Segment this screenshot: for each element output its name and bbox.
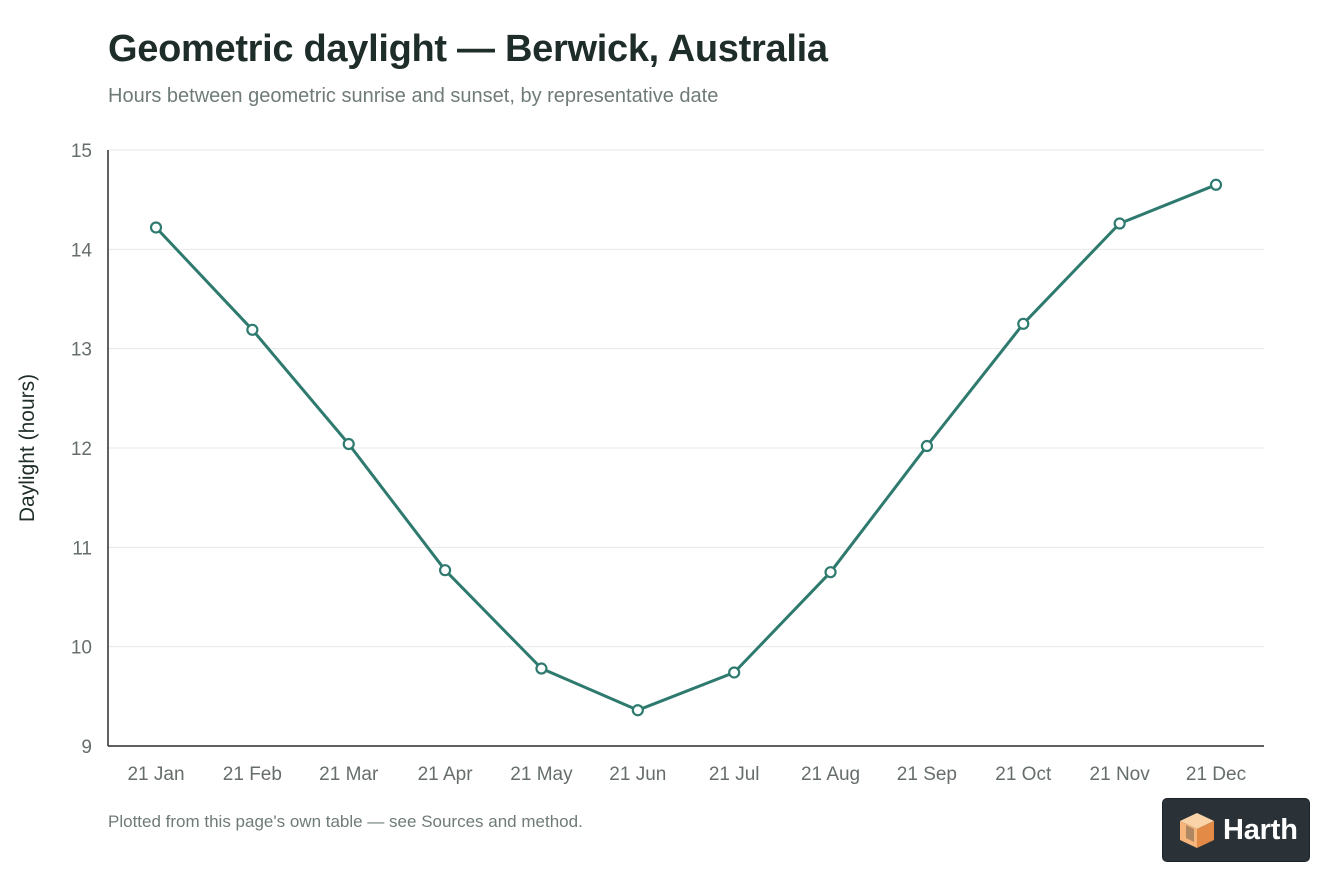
x-tick-label: 21 Jun bbox=[609, 764, 666, 785]
data-point[interactable] bbox=[631, 704, 644, 717]
y-tick-label: 13 bbox=[71, 340, 92, 361]
chart-subtitle: Hours between geometric sunrise and suns… bbox=[108, 85, 719, 107]
x-tick-label: 21 Oct bbox=[995, 764, 1052, 785]
data-point[interactable] bbox=[342, 437, 355, 451]
y-tick-label: 12 bbox=[71, 439, 92, 460]
data-point[interactable] bbox=[728, 666, 741, 679]
x-tick-label: 21 Sep bbox=[897, 764, 957, 785]
data-point[interactable] bbox=[824, 566, 837, 579]
x-tick-label: 21 Dec bbox=[1186, 764, 1246, 785]
x-tick-labels: 21 Jan 21 Feb 21 Mar 21 Apr 21 May 21 Jun 21 J… bbox=[127, 764, 1246, 785]
y-axis-title: Daylight (hours) bbox=[16, 374, 39, 522]
footnote: Plotted from this page's own table — see… bbox=[108, 812, 583, 831]
data-point[interactable] bbox=[1113, 217, 1126, 230]
x-tick-label: 21 Feb bbox=[223, 764, 282, 785]
x-tick-label: 21 Nov bbox=[1090, 764, 1151, 785]
cube-logo-icon bbox=[1180, 813, 1214, 848]
x-tick-label: 21 May bbox=[510, 764, 573, 785]
y-tick-label: 15 bbox=[71, 141, 92, 162]
y-tick-labels: 9 10 11 12 13 14 15 bbox=[71, 141, 93, 758]
x-tick-label: 21 Apr bbox=[418, 764, 474, 785]
data-point[interactable] bbox=[535, 662, 548, 675]
data-point[interactable] bbox=[149, 221, 163, 234]
brand-name: Harth bbox=[1223, 813, 1298, 846]
axes bbox=[107, 150, 1264, 747]
data-point[interactable] bbox=[1017, 317, 1030, 330]
y-tick-label: 14 bbox=[71, 240, 93, 261]
data-point[interactable] bbox=[438, 564, 452, 577]
series-line bbox=[154, 183, 1218, 712]
data-point[interactable] bbox=[246, 323, 259, 336]
x-tick-label: 21 Mar bbox=[319, 764, 379, 785]
x-tick-label: 21 Jul bbox=[709, 764, 760, 785]
y-tick-label: 9 bbox=[81, 737, 92, 758]
y-tick-label: 10 bbox=[71, 638, 92, 659]
brand-badge[interactable]: Harth bbox=[1162, 798, 1310, 862]
gridlines bbox=[108, 149, 1264, 648]
chart-title: Geometric daylight — Berwick, Australia bbox=[108, 28, 828, 70]
data-point[interactable] bbox=[920, 439, 934, 453]
x-tick-label: 21 Aug bbox=[801, 764, 860, 785]
y-tick-label: 11 bbox=[72, 538, 92, 559]
series bbox=[149, 178, 1223, 717]
x-tick-label: 21 Jan bbox=[127, 764, 184, 785]
data-point[interactable] bbox=[1209, 178, 1223, 191]
